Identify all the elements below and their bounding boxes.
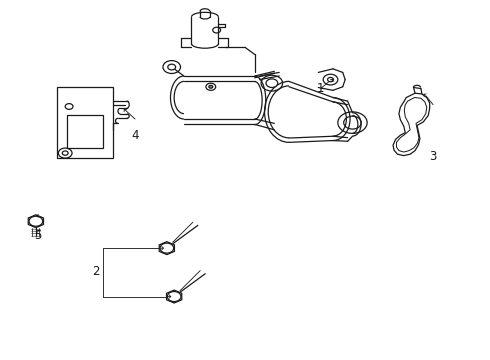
- Text: 2: 2: [92, 265, 100, 278]
- Circle shape: [209, 85, 213, 88]
- Circle shape: [266, 79, 278, 87]
- Circle shape: [168, 64, 175, 70]
- Polygon shape: [167, 290, 182, 303]
- Circle shape: [328, 77, 333, 82]
- Text: 5: 5: [34, 229, 41, 242]
- Polygon shape: [159, 242, 174, 255]
- Text: 1: 1: [317, 82, 324, 95]
- Polygon shape: [28, 215, 44, 228]
- Text: 3: 3: [429, 150, 437, 163]
- Circle shape: [62, 151, 68, 155]
- Text: 4: 4: [131, 129, 139, 142]
